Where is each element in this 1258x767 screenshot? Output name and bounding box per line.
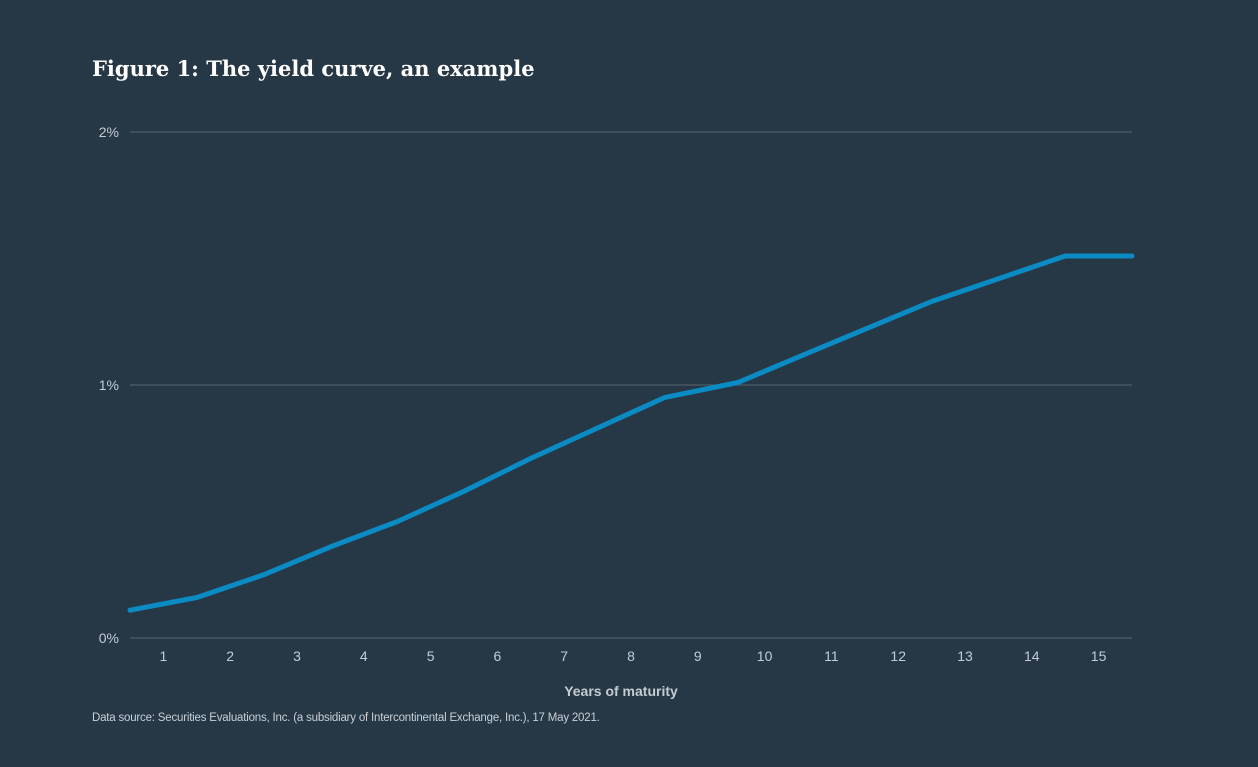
x-tick-label: 10: [757, 648, 773, 664]
data-source-note: Data source: Securities Evaluations, Inc…: [92, 712, 600, 724]
x-tick-label: 9: [694, 648, 702, 664]
x-axis-title: Years of maturity: [564, 683, 678, 699]
x-tick-label: 8: [627, 648, 635, 664]
x-tick-label: 13: [957, 648, 973, 664]
x-tick-label: 11: [824, 648, 839, 664]
figure-title: Figure 1: The yield curve, an example: [92, 56, 535, 81]
x-tick-label: 6: [494, 648, 502, 664]
x-tick-label: 12: [890, 648, 906, 664]
yield-curve-line: [127, 253, 1135, 613]
y-tick-label: 0%: [99, 630, 119, 646]
x-tick-label: 14: [1024, 648, 1040, 664]
x-tick-label: 2: [226, 648, 234, 664]
x-tick-label: 15: [1091, 648, 1107, 664]
x-tick-label: 3: [293, 648, 301, 664]
y-tick-label: 2%: [99, 124, 119, 140]
x-tick-label: 1: [160, 648, 168, 664]
x-tick-label: 4: [360, 648, 368, 664]
x-tick-label: 7: [560, 648, 568, 664]
y-tick-label: 1%: [99, 377, 119, 393]
x-tick-label: 5: [427, 648, 435, 664]
